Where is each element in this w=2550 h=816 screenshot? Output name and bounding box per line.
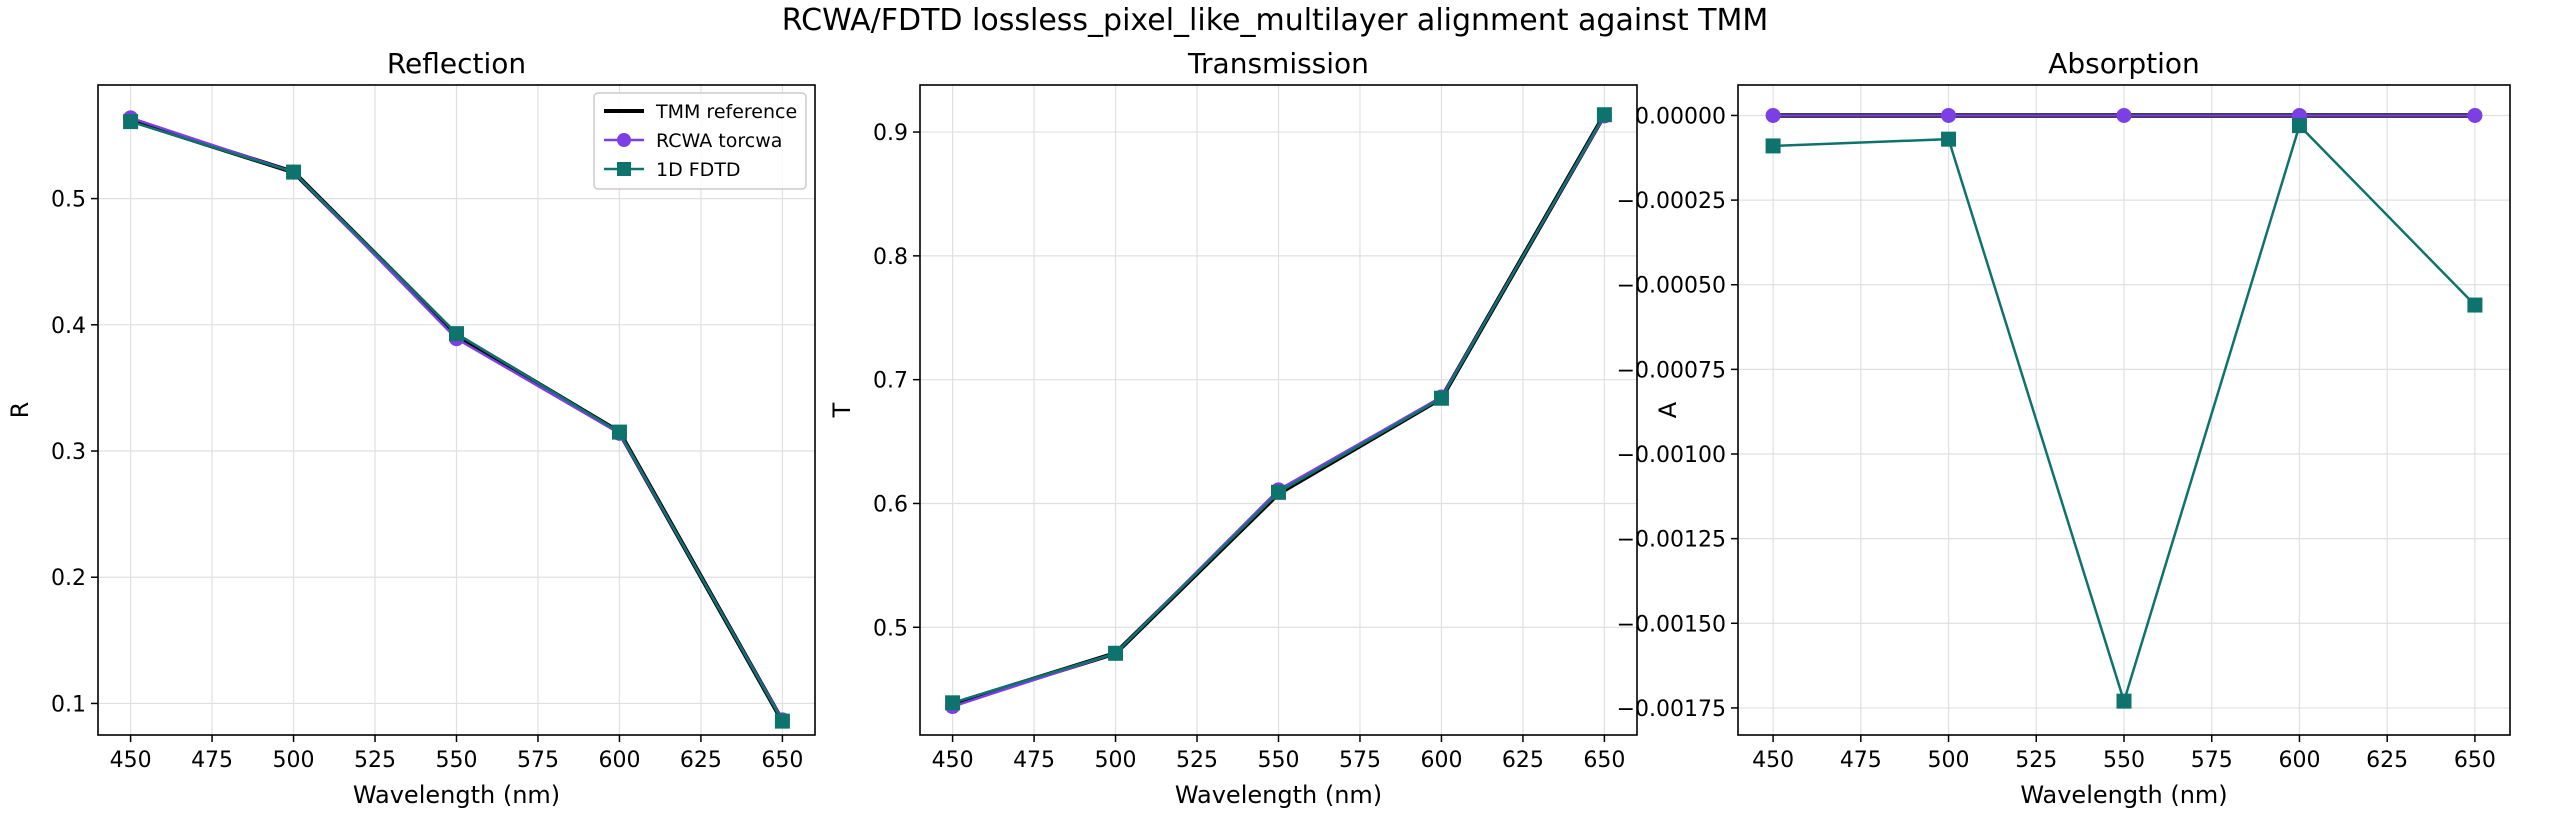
absorption-fdtd-point-550 (2116, 693, 2132, 709)
absorption-ylabel: A (1654, 401, 1682, 418)
absorption-xtick-label-575: 575 (2191, 748, 2233, 773)
legend-frame (593, 92, 807, 190)
absorption-ytick-label-1: −0.00025 (1617, 189, 1726, 214)
transmission-xtick-label-600: 600 (1420, 748, 1462, 773)
transmission-xtick-label-475: 475 (1013, 748, 1055, 773)
absorption-xtick-label-550: 550 (2103, 748, 2145, 773)
absorption-ytick-label-6: −0.00150 (1617, 612, 1726, 637)
legend-rcwa-marker (617, 133, 631, 147)
absorption-fdtd-point-650 (2467, 297, 2483, 313)
absorption-title: Absorption (2048, 47, 2200, 80)
transmission-ytick-label-3: 0.8 (873, 245, 908, 270)
reflection-fdtd-point-500 (286, 164, 302, 180)
reflection-ytick-label-0: 0.1 (51, 692, 86, 717)
absorption-rcwa-point-650 (2467, 107, 2483, 123)
reflection-xtick-label-525: 525 (354, 748, 396, 773)
legend-fdtd-marker (617, 162, 631, 176)
reflection-xtick-label-575: 575 (517, 748, 559, 773)
transmission-panel: 450 475 500 525 550 575 600 625 650 0.5 0.6 0.7 0.8 0… (828, 47, 1638, 809)
reflection-xtick-label-450: 450 (110, 748, 152, 773)
transmission-title: Transmission (1187, 47, 1369, 80)
absorption-fdtd-point-450 (1765, 138, 1781, 154)
legend: TMM reference RCWA torcwa 1D FDTD (593, 92, 807, 190)
transmission-xtick-label-550: 550 (1258, 748, 1300, 773)
transmission-xtick-label-525: 525 (1176, 748, 1218, 773)
transmission-xtick-label-450: 450 (932, 748, 974, 773)
reflection-xtick-label-625: 625 (680, 748, 722, 773)
transmission-ytick-label-1: 0.6 (873, 492, 908, 517)
absorption-ytick-label-0: 0.00000 (1635, 104, 1726, 129)
absorption-xtick-label-450: 450 (1752, 748, 1794, 773)
absorption-xtick-label-475: 475 (1840, 748, 1882, 773)
reflection-ytick-label-2: 0.3 (51, 440, 86, 465)
transmission-ytick-label-4: 0.9 (873, 121, 908, 146)
reflection-fdtd-point-450 (123, 114, 139, 130)
absorption-ytick-label-5: −0.00125 (1617, 528, 1726, 553)
transmission-xtick-label-625: 625 (1502, 748, 1544, 773)
absorption-ytick-label-2: −0.00050 (1617, 274, 1726, 299)
transmission-fdtd-point-550 (1271, 484, 1286, 500)
absorption-ytick-label-4: −0.00100 (1617, 443, 1726, 468)
reflection-xtick-label-550: 550 (436, 748, 478, 773)
reflection-xtick-label-600: 600 (598, 748, 640, 773)
absorption-rcwa-point-450 (1765, 107, 1781, 123)
reflection-xtick-label-500: 500 (273, 748, 315, 773)
figure-title: RCWA/FDTD lossless_pixel_like_multilayer… (782, 3, 1768, 38)
absorption-xtick-label-650: 650 (2454, 748, 2496, 773)
transmission-xtick-label-500: 500 (1095, 748, 1137, 773)
reflection-ytick-label-1: 0.2 (51, 566, 86, 591)
transmission-fdtd-point-450 (945, 695, 961, 711)
reflection-title: Reflection (387, 47, 526, 80)
reflection-ytick-label-4: 0.5 (51, 188, 86, 213)
transmission-fdtd-point-600 (1433, 390, 1449, 406)
transmission-ytick-label-0: 0.5 (873, 616, 908, 641)
absorption-panel: 450 475 500 525 550 575 600 625 650 0.00000 −0.000… (1617, 47, 2511, 809)
absorption-fdtd-point-600 (2291, 118, 2307, 134)
reflection-fdtd-point-550 (449, 326, 464, 342)
transmission-ylabel: T (828, 402, 856, 418)
reflection-fdtd-point-650 (774, 713, 790, 729)
reflection-xtick-label-475: 475 (191, 748, 233, 773)
transmission-xlabel: Wavelength (nm) (1175, 781, 1382, 809)
absorption-ytick-label-7: −0.00175 (1617, 697, 1726, 722)
absorption-xtick-label-600: 600 (2278, 748, 2320, 773)
legend-rcwa-label: RCWA torcwa (656, 130, 782, 152)
absorption-fdtd-point-500 (1941, 131, 1957, 147)
absorption-rcwa-point-550 (2116, 107, 2132, 123)
absorption-rcwa-point-500 (1941, 107, 1957, 123)
reflection-panel: 450 475 500 525 550 575 600 625 650 0.1 0.2 0.3 0.4 0… (6, 47, 816, 809)
reflection-xlabel: Wavelength (nm) (353, 781, 560, 809)
reflection-xtick-label-650: 650 (761, 748, 803, 773)
absorption-xlabel: Wavelength (nm) (2020, 781, 2227, 809)
transmission-fdtd-point-650 (1596, 107, 1612, 123)
reflection-ylabel: R (6, 402, 34, 419)
reflection-ytick-label-3: 0.4 (51, 314, 86, 339)
absorption-ytick-label-3: −0.00075 (1617, 358, 1726, 383)
absorption-xtick-label-500: 500 (1928, 748, 1970, 773)
transmission-ytick-label-2: 0.7 (873, 369, 908, 394)
transmission-xtick-label-575: 575 (1339, 748, 1381, 773)
absorption-xtick-label-525: 525 (2015, 748, 2057, 773)
absorption-xtick-label-625: 625 (2366, 748, 2408, 773)
reflection-fdtd-point-600 (611, 424, 627, 440)
transmission-xtick-label-650: 650 (1583, 748, 1625, 773)
legend-tmm-label: TMM reference (655, 101, 797, 123)
transmission-fdtd-point-500 (1108, 645, 1124, 661)
legend-fdtd-label: 1D FDTD (656, 159, 741, 181)
